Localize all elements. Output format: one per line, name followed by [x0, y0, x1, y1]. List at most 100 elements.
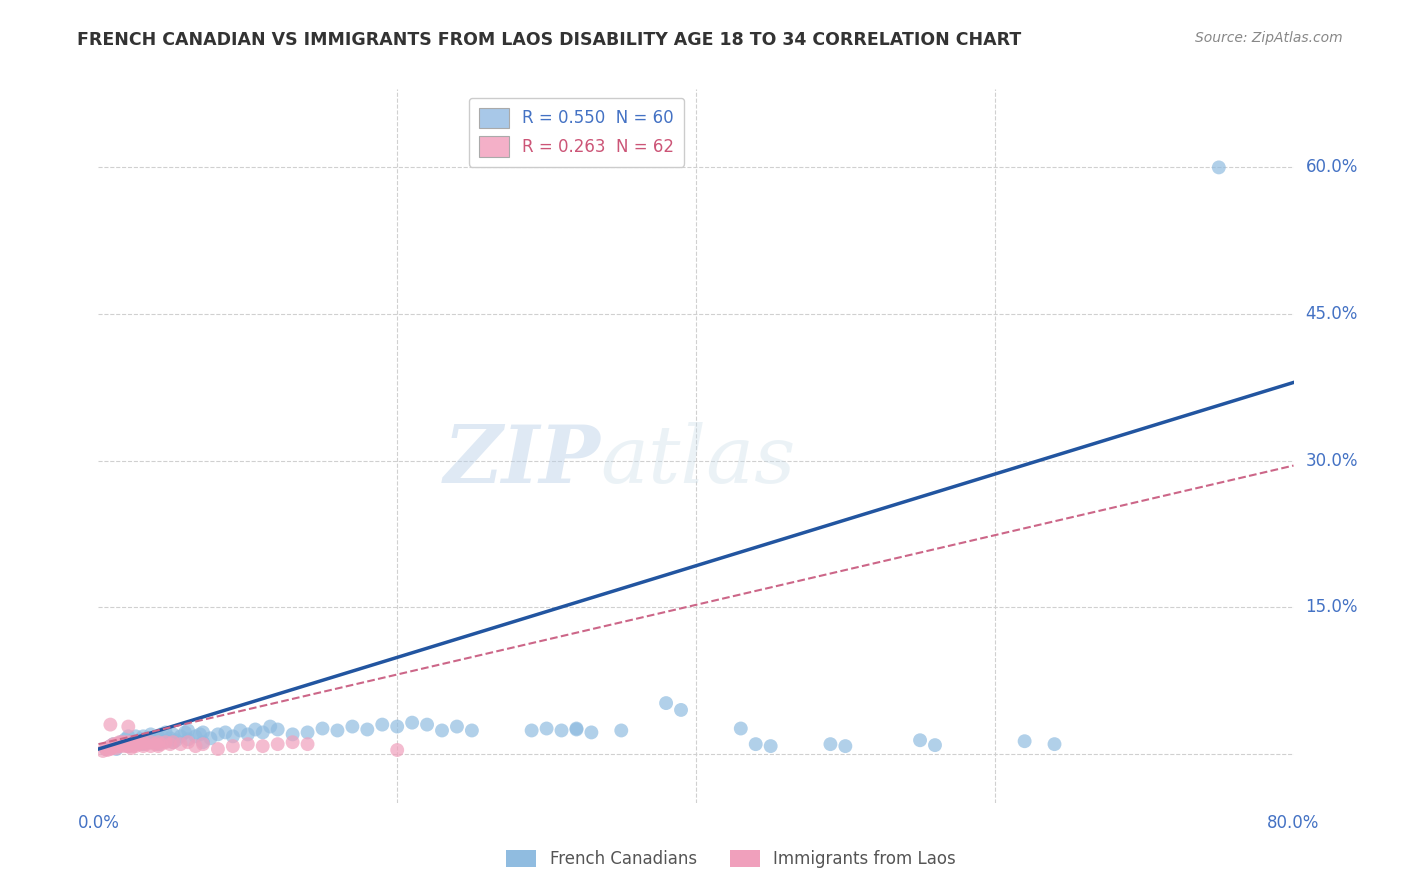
Text: Source: ZipAtlas.com: Source: ZipAtlas.com: [1195, 31, 1343, 45]
Point: [101, 741, 124, 756]
Point: [159, 737, 181, 751]
Point: [107, 739, 129, 753]
Point: [96, 743, 118, 757]
Point: [148, 739, 170, 753]
Point: [191, 725, 214, 739]
Point: [311, 722, 333, 736]
Point: [159, 731, 181, 746]
Text: 30.0%: 30.0%: [1306, 451, 1358, 470]
Point: [236, 737, 259, 751]
Point: [155, 735, 177, 749]
Point: [162, 727, 184, 741]
Point: [200, 731, 222, 746]
Point: [581, 725, 603, 739]
Legend: R = 0.550  N = 60, R = 0.263  N = 62: R = 0.550 N = 60, R = 0.263 N = 62: [468, 97, 685, 167]
Text: FRENCH CANADIAN VS IMMIGRANTS FROM LAOS DISABILITY AGE 18 TO 34 CORRELATION CHAR: FRENCH CANADIAN VS IMMIGRANTS FROM LAOS …: [77, 31, 1022, 49]
Point: [108, 737, 131, 751]
Point: [115, 737, 138, 751]
Point: [105, 741, 128, 756]
Point: [111, 735, 134, 749]
Point: [150, 727, 173, 741]
Point: [127, 737, 149, 751]
Text: 15.0%: 15.0%: [1306, 599, 1358, 616]
Point: [371, 717, 394, 731]
Point: [150, 737, 173, 751]
Point: [565, 722, 588, 736]
Point: [207, 742, 229, 756]
Point: [184, 729, 207, 743]
Point: [669, 703, 692, 717]
Text: ZIP: ZIP: [443, 422, 600, 499]
Point: [385, 743, 409, 757]
Point: [103, 737, 125, 751]
Point: [117, 739, 139, 753]
Point: [132, 735, 155, 749]
Point: [162, 735, 184, 749]
Point: [252, 725, 274, 739]
Point: [98, 739, 122, 753]
Point: [297, 725, 319, 739]
Point: [385, 720, 409, 734]
Point: [105, 742, 128, 756]
Point: [169, 729, 191, 743]
Point: [98, 717, 122, 731]
Point: [281, 727, 304, 741]
Point: [121, 739, 143, 753]
Point: [91, 744, 114, 758]
Point: [1208, 161, 1230, 175]
Point: [229, 723, 252, 738]
Point: [520, 723, 543, 738]
Point: [135, 733, 157, 747]
Point: [114, 732, 136, 747]
Point: [111, 737, 134, 751]
Point: [129, 732, 152, 747]
Point: [1014, 734, 1036, 748]
Point: [236, 727, 259, 741]
Point: [536, 722, 558, 736]
Point: [655, 696, 678, 710]
Point: [110, 737, 132, 751]
Point: [416, 717, 439, 731]
Point: [97, 741, 120, 756]
Point: [550, 723, 572, 738]
Point: [110, 739, 132, 753]
Point: [125, 735, 148, 749]
Point: [117, 735, 139, 749]
Point: [165, 733, 187, 747]
Point: [139, 735, 162, 749]
Point: [326, 723, 349, 738]
Point: [125, 729, 148, 743]
Point: [103, 737, 125, 751]
Point: [162, 735, 184, 749]
Point: [103, 739, 125, 753]
Point: [174, 725, 197, 739]
Point: [139, 735, 162, 749]
Point: [104, 739, 127, 753]
Point: [110, 735, 132, 749]
Point: [114, 735, 136, 749]
Point: [177, 735, 200, 749]
Point: [177, 723, 200, 738]
Point: [245, 723, 267, 737]
Point: [139, 727, 162, 741]
Point: [98, 739, 122, 753]
Point: [188, 727, 211, 741]
Point: [191, 735, 214, 749]
Point: [155, 725, 177, 739]
Point: [105, 737, 128, 751]
Point: [267, 723, 290, 737]
Point: [139, 739, 162, 753]
Point: [120, 741, 142, 756]
Point: [129, 737, 152, 751]
Point: [446, 720, 468, 734]
Point: [125, 739, 148, 753]
Point: [128, 735, 150, 749]
Point: [148, 729, 170, 743]
Point: [108, 735, 131, 749]
Point: [94, 742, 117, 756]
Point: [281, 735, 304, 749]
Point: [1043, 737, 1066, 751]
Legend: French Canadians, Immigrants from Laos: French Canadians, Immigrants from Laos: [499, 843, 963, 875]
Point: [184, 739, 207, 753]
Point: [132, 739, 155, 753]
